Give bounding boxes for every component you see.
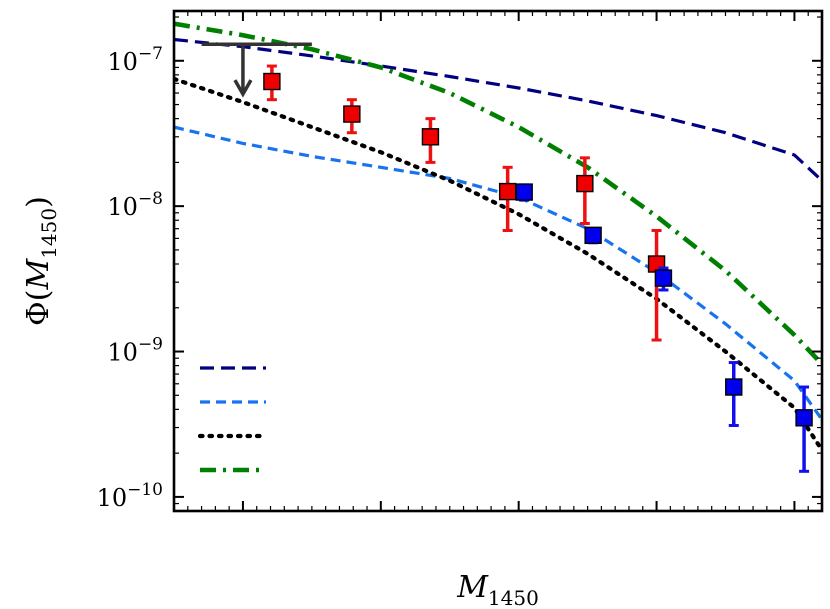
series-line-willott-10 xyxy=(174,76,822,453)
blue-points-5-marker xyxy=(795,409,813,427)
series-line-lede xyxy=(174,37,822,182)
y-tick-label-base: 10 xyxy=(97,484,128,512)
points-layer xyxy=(263,64,813,473)
blue-points-4-marker xyxy=(725,378,743,396)
red-points-5-marker xyxy=(576,174,594,193)
y-tick-label-exponent: −7 xyxy=(138,44,163,64)
series-line-modlede xyxy=(174,125,822,421)
y-tick-label-1: 10−10 xyxy=(97,480,163,512)
red-points-4-marker xyxy=(498,182,517,201)
upper-limit-arrow-head xyxy=(233,79,253,98)
y-tick-label-3: 10−8 xyxy=(107,189,163,221)
blue-points-2-marker xyxy=(584,226,602,245)
blue-points-1-marker xyxy=(515,183,533,201)
y-tick-label-base: 10 xyxy=(107,339,138,367)
y-tick-label-4: 10−7 xyxy=(107,44,163,76)
y-axis-label: Φ(M1450) xyxy=(21,196,61,326)
y-tick-label-exponent: −9 xyxy=(138,335,163,355)
upper-limit-layer xyxy=(201,42,312,98)
red-points-2-marker xyxy=(343,105,361,123)
red-points-3-marker xyxy=(421,128,440,146)
x-axis-label: M1450 xyxy=(456,570,539,609)
y-tick-label-base: 10 xyxy=(107,48,138,76)
plot-frame xyxy=(172,9,824,513)
y-tick-label-exponent: −8 xyxy=(138,189,163,209)
blue-points-3-marker xyxy=(654,269,673,287)
legend xyxy=(197,366,269,473)
y-tick-label-2: 10−9 xyxy=(107,335,163,367)
y-tick-label-base: 10 xyxy=(107,193,138,221)
y-tick-label-exponent: −10 xyxy=(127,480,163,500)
red-points-1-marker xyxy=(263,72,281,91)
